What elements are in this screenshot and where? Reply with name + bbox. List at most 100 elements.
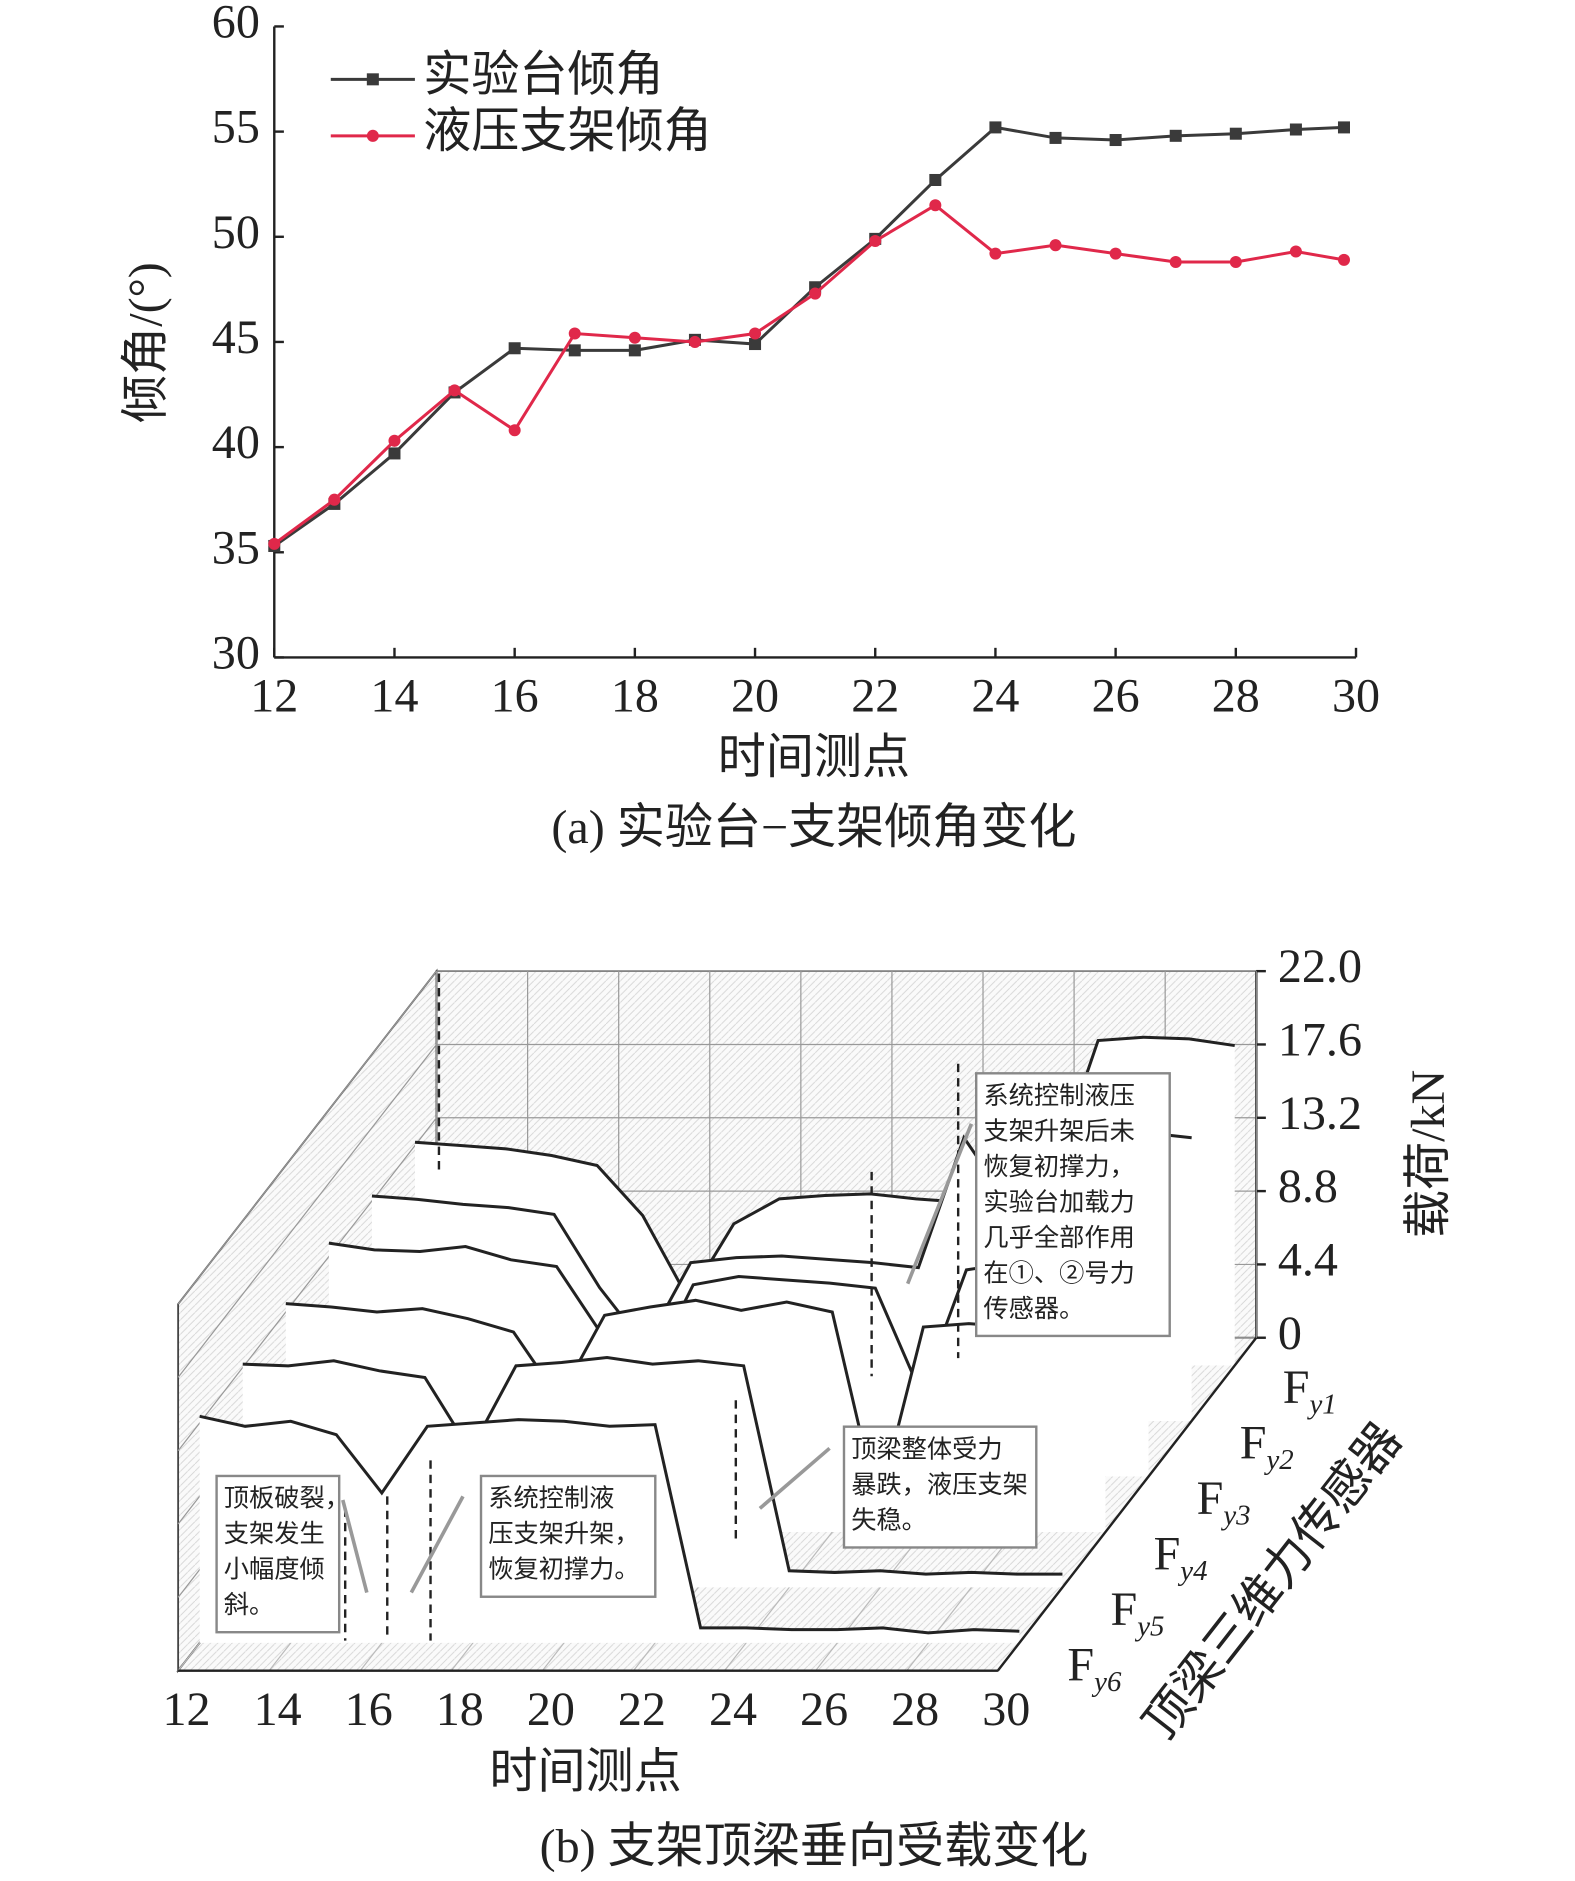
annotation-box	[215, 1474, 341, 1634]
series-label: Fy2	[1240, 1416, 1294, 1475]
caption: (a) 实验台−支架倾角变化	[551, 801, 1076, 854]
marker	[448, 384, 461, 397]
marker	[1169, 129, 1182, 142]
marker	[749, 327, 762, 340]
annotation-text: 失稳。	[851, 1506, 927, 1534]
marker	[749, 338, 762, 351]
series-line	[242, 1355, 1063, 1576]
side-edge	[996, 1336, 1258, 1672]
x-axis-label: 时间测点	[489, 1745, 681, 1798]
annotation-text: 恢复初撑力，	[983, 1153, 1134, 1181]
annotation-text: 顶板破裂，	[224, 1485, 350, 1513]
marker	[989, 121, 1002, 134]
y-tick-label: 30	[212, 626, 260, 679]
marker	[929, 199, 942, 212]
x-tick-label: 16	[345, 1683, 393, 1736]
z-axis-label: 载荷/kN	[1402, 1070, 1455, 1238]
annotation-text: 顶梁整体受力	[851, 1435, 1002, 1463]
x-tick-label: 18	[436, 1683, 484, 1736]
marker	[1289, 245, 1302, 258]
x-tick-label: 18	[611, 670, 659, 723]
x-tick-label: 14	[254, 1683, 302, 1736]
y-tick-label: 60	[212, 0, 260, 48]
annotation-text: 几乎全部作用	[983, 1224, 1134, 1252]
x-tick-label: 24	[971, 670, 1019, 723]
annotation-text: 支架发生	[224, 1520, 325, 1548]
series-line	[285, 1298, 1106, 1508]
marker	[268, 537, 281, 550]
marker	[809, 287, 822, 300]
annotation-text: 暴跌，液压支架	[851, 1471, 1028, 1499]
marker	[688, 335, 701, 348]
series-label: Fy3	[1197, 1472, 1251, 1531]
marker	[1109, 247, 1122, 260]
grid-line	[177, 1044, 438, 1378]
x-tick-label: 26	[800, 1683, 848, 1736]
x-tick-label: 26	[1092, 670, 1140, 723]
x-tick-label: 24	[709, 1683, 757, 1736]
x-tick-label: 30	[1332, 670, 1380, 723]
marker	[1337, 253, 1350, 266]
annotation-box	[974, 1072, 1171, 1338]
annotation-box	[479, 1474, 657, 1598]
marker	[568, 344, 581, 357]
x-tick-label: 30	[982, 1683, 1030, 1736]
z-tick-label: 4.4	[1278, 1233, 1338, 1286]
marker	[508, 424, 521, 437]
marker	[388, 447, 401, 460]
x-tick-label: 22	[851, 670, 899, 723]
z-tick-label: 17.6	[1278, 1013, 1362, 1066]
y-tick-label: 50	[212, 206, 260, 259]
marker	[568, 327, 581, 340]
y-tick-label: 55	[212, 101, 260, 154]
marker	[989, 247, 1002, 260]
legend-marker	[366, 129, 379, 142]
annotation-text: 系统控制液压	[983, 1082, 1134, 1110]
z-tick-label: 22.0	[1278, 940, 1362, 993]
marker	[328, 493, 341, 506]
x-tick-label: 22	[618, 1683, 666, 1736]
series-line	[199, 1414, 1020, 1635]
annotation-text: 压支架升架，	[488, 1520, 639, 1548]
legend-marker	[366, 73, 379, 86]
marker	[1337, 121, 1350, 134]
marker	[1169, 256, 1182, 269]
annotation-text: 实验台加载力	[983, 1188, 1134, 1216]
marker	[1049, 239, 1062, 252]
z-tick-label: 8.8	[1278, 1160, 1338, 1213]
x-tick-label: 12	[250, 670, 298, 723]
annotation-pointer	[906, 1123, 974, 1285]
annotation-text: 在①、②号力	[983, 1259, 1134, 1287]
annotation-text: 支架升架后未	[983, 1118, 1134, 1146]
series-line	[273, 125, 1345, 548]
annotation-text: 恢复初撑力。	[488, 1556, 639, 1584]
annotation-text: 系统控制液	[488, 1485, 614, 1513]
series-label: Fy4	[1154, 1527, 1208, 1586]
marker	[508, 342, 521, 355]
series-line	[414, 1035, 1235, 1302]
x-tick-label: 28	[1212, 670, 1260, 723]
x-tick-label: 28	[891, 1683, 939, 1736]
z-tick-label: 13.2	[1278, 1087, 1362, 1140]
grid-line	[177, 970, 438, 1305]
marker	[869, 234, 882, 247]
series-line	[273, 203, 1345, 546]
marker	[628, 344, 641, 357]
annotation-text: 传感器。	[983, 1295, 1084, 1323]
y-tick-label: 40	[212, 416, 260, 469]
annotation-text: 斜。	[224, 1591, 274, 1619]
x-tick-label: 16	[491, 670, 539, 723]
series-label: Fy5	[1111, 1583, 1165, 1642]
marker	[388, 434, 401, 447]
annotation-box	[842, 1425, 1038, 1549]
marker	[1289, 123, 1302, 136]
x-tick-label: 14	[370, 670, 418, 723]
marker	[1049, 131, 1062, 144]
annotation-pointer	[409, 1495, 465, 1594]
annotation-text: 小幅度倾	[224, 1556, 325, 1584]
legend-label: 液压支架倾角	[423, 105, 711, 158]
y-axis-label: 倾角/(°)	[120, 262, 173, 423]
x-tick-label: 20	[527, 1683, 575, 1736]
